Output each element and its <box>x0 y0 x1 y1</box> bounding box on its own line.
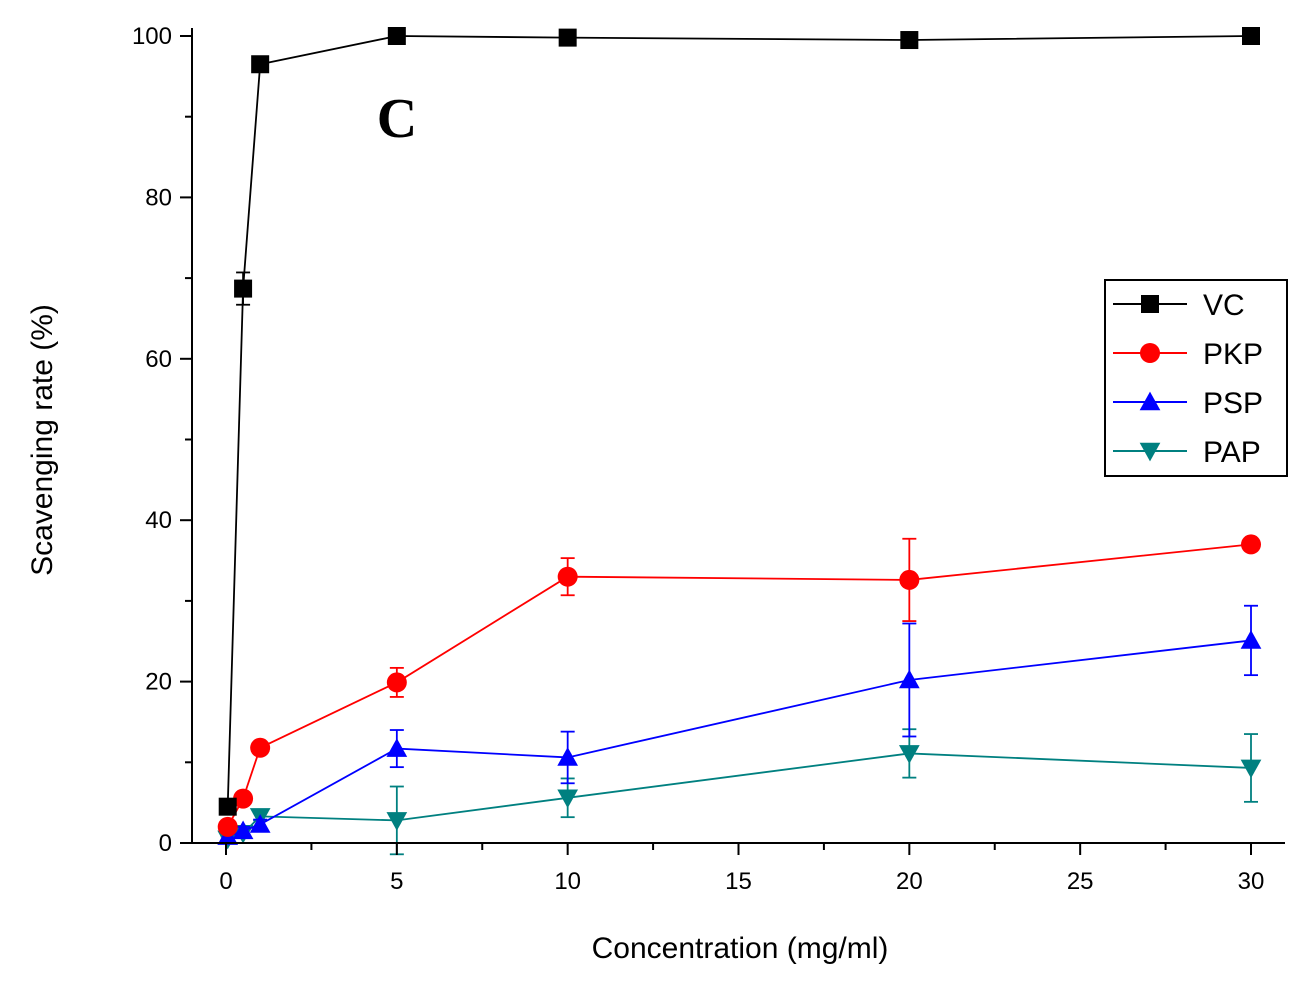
y-tick-label: 100 <box>132 23 172 50</box>
series-pkp <box>217 534 1261 837</box>
y-tick-label: 40 <box>145 507 172 534</box>
legend-box <box>1104 279 1288 477</box>
data-point-pkp <box>250 737 271 758</box>
data-point-pkp <box>557 566 578 587</box>
series-line-vc <box>226 35 1252 807</box>
data-point-pkp <box>233 788 254 809</box>
data-point-vc <box>558 28 577 47</box>
legend-marker-psp <box>1139 391 1161 411</box>
data-point-psp <box>557 747 579 766</box>
data-point-vc <box>387 27 406 45</box>
data-point-pap <box>557 789 579 809</box>
data-point-vc <box>234 279 253 298</box>
series-psp <box>217 604 1262 845</box>
series-vc <box>218 27 1260 816</box>
legend-label-pap: PAP <box>1203 436 1261 469</box>
data-point-psp <box>386 738 408 757</box>
data-point-psp <box>249 814 271 833</box>
data-point-psp <box>1240 630 1262 649</box>
legend-label-vc: VC <box>1203 289 1245 322</box>
data-point-pkp <box>899 569 920 590</box>
data-point-pap <box>386 812 408 831</box>
data-point-pkp <box>386 672 407 693</box>
y-axis-title: Scavenging rate (%) <box>26 304 59 576</box>
data-point-pkp <box>217 816 238 837</box>
y-tick-label: 0 <box>159 830 172 857</box>
legend: VC PKP PSP PAP <box>1104 279 1288 477</box>
data-point-pkp <box>1241 534 1261 555</box>
legend-marker-vc <box>1141 295 1159 313</box>
legend-label-pkp: PKP <box>1203 338 1263 371</box>
y-tick-label: 60 <box>145 346 172 373</box>
series-line-pap <box>227 752 1252 840</box>
legend-marker-pap <box>1139 442 1161 462</box>
series-line-pkp <box>226 543 1252 828</box>
data-point-pap <box>898 745 920 764</box>
x-tick-label: 25 <box>1067 868 1094 895</box>
panel-label: C <box>377 88 417 150</box>
data-point-psp <box>232 820 254 840</box>
data-point-psp <box>898 669 920 689</box>
x-tick-label: 15 <box>725 868 752 895</box>
legend-label-psp: PSP <box>1203 387 1263 420</box>
data-point-vc <box>251 55 270 74</box>
plot-area <box>217 27 1262 856</box>
series-pap <box>217 728 1262 856</box>
axes: 0 5 10 15 20 25 30 0 20 40 60 80 100 <box>132 23 1285 895</box>
x-tick-label: 0 <box>219 868 232 895</box>
x-tick-label: 5 <box>390 868 403 895</box>
x-tick-label: 20 <box>896 868 923 895</box>
data-point-vc <box>900 31 919 50</box>
data-point-vc <box>1242 27 1260 45</box>
data-point-vc <box>218 797 237 816</box>
x-tick-label: 30 <box>1238 868 1265 895</box>
data-point-pap <box>1240 759 1262 779</box>
x-tick-label: 10 <box>554 868 581 895</box>
y-tick-label: 80 <box>145 184 172 211</box>
series-line-psp <box>227 639 1252 838</box>
legend-marker-pkp <box>1140 343 1160 363</box>
x-axis-title: Concentration (mg/ml) <box>592 932 889 965</box>
y-tick-label: 20 <box>145 669 172 696</box>
